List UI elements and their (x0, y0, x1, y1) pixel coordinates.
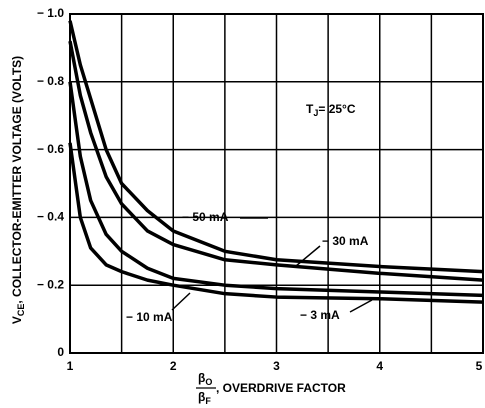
x-label-numerator-subscript: O (205, 377, 212, 387)
x-tick-label: 4 (376, 359, 383, 373)
y-tick-label: − 0.4 (37, 210, 64, 224)
curve-label: − 3 mA (300, 308, 340, 322)
y-tick-label: 0 (57, 345, 64, 359)
leader-line (349, 299, 373, 313)
x-label-denominator-subscript: F (205, 396, 211, 406)
curve (68, 142, 484, 304)
y-axis-label: VCE, COLLECTOR-EMITTER VOLTAGE (VOLTS) (10, 56, 26, 324)
y-tick-label: − 0.6 (37, 142, 64, 156)
x-tick-label: 3 (273, 359, 280, 373)
y-tick-label: − 0.2 (37, 277, 64, 291)
x-tick-label: 5 (476, 359, 483, 373)
y-tick-label: − 1.0 (37, 6, 64, 20)
curve (68, 81, 484, 298)
x-label-denominator-symbol: β (198, 390, 205, 404)
plot-frame (69, 13, 484, 354)
curve (68, 40, 484, 282)
curve (68, 20, 484, 274)
leader-line (295, 245, 321, 267)
x-axis-label: , OVERDRIVE FACTOR (216, 381, 346, 395)
annotation-subscript: J (313, 108, 318, 118)
x-label-numerator: βO (198, 371, 212, 387)
y-tick-label: − 0.8 (37, 74, 64, 88)
annotation: TJ= 25°C (306, 102, 356, 118)
x-tick-label: 2 (170, 359, 177, 373)
annotation-symbol: T (306, 102, 314, 116)
x-label-numerator-symbol: β (198, 371, 205, 385)
y-axis-label-text: , COLLECTOR-EMITTER VOLTAGE (VOLTS) (10, 56, 24, 304)
x-tick-label: 1 (67, 359, 74, 373)
y-axis-label-symbol: V (10, 316, 24, 324)
x-label-denominator: βF (198, 390, 211, 406)
y-axis-label-subscript: CE (16, 304, 26, 317)
curve-label: − 10 mA (126, 310, 173, 324)
curve-label: − 50 mA (182, 210, 229, 224)
leader-line (171, 292, 191, 311)
annotation-text: = 25°C (318, 102, 355, 116)
curve-label: − 30 mA (322, 234, 369, 248)
